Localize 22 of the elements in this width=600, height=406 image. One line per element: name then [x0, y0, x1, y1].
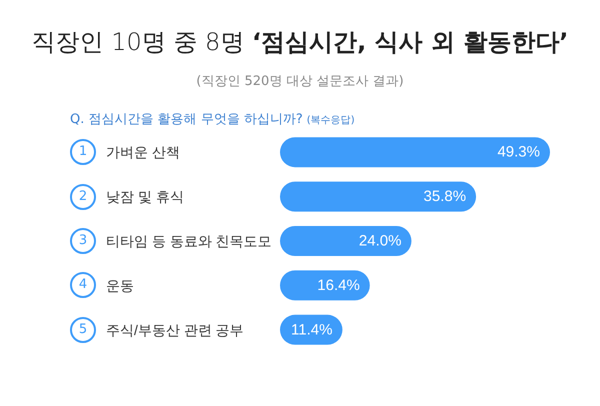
number-circle: 5 [70, 316, 96, 343]
y-tick-label: 주식/부동산 관련 공부 [106, 322, 244, 338]
bar [280, 226, 412, 256]
chart-title: 직장인 10명 중 8명 ‘점심시간, 식사 외 활동한다’ [32, 28, 568, 56]
y-tick-label: 낮잠 및 휴식 [106, 188, 184, 205]
number-circle: 2 [70, 184, 96, 210]
data-label: 16.4% [317, 276, 360, 294]
data-label: 24.0% [358, 232, 402, 250]
chart-subtitle: Q. 점심시간을 활용해 무엇을 하십니까? [70, 112, 303, 127]
data-label: 49.3% [497, 144, 540, 161]
number-circle: 1 [70, 139, 96, 166]
bar [280, 137, 550, 168]
y-tick-label: 가벼운 산책 [106, 144, 180, 160]
number-circle: 4 [70, 272, 96, 298]
bar [280, 182, 476, 212]
y-tick-label: 티타임 등 동료와 친목도모 [106, 233, 272, 249]
text: (복수응답) [306, 115, 355, 126]
text: (직장인 520명 대상 설문조사 결과) [196, 73, 404, 90]
data-label: 11.4% [291, 321, 332, 338]
y-tick-label: 운동 [106, 277, 134, 294]
number-circle: 3 [70, 228, 96, 254]
data-label: 35.8% [424, 188, 466, 206]
